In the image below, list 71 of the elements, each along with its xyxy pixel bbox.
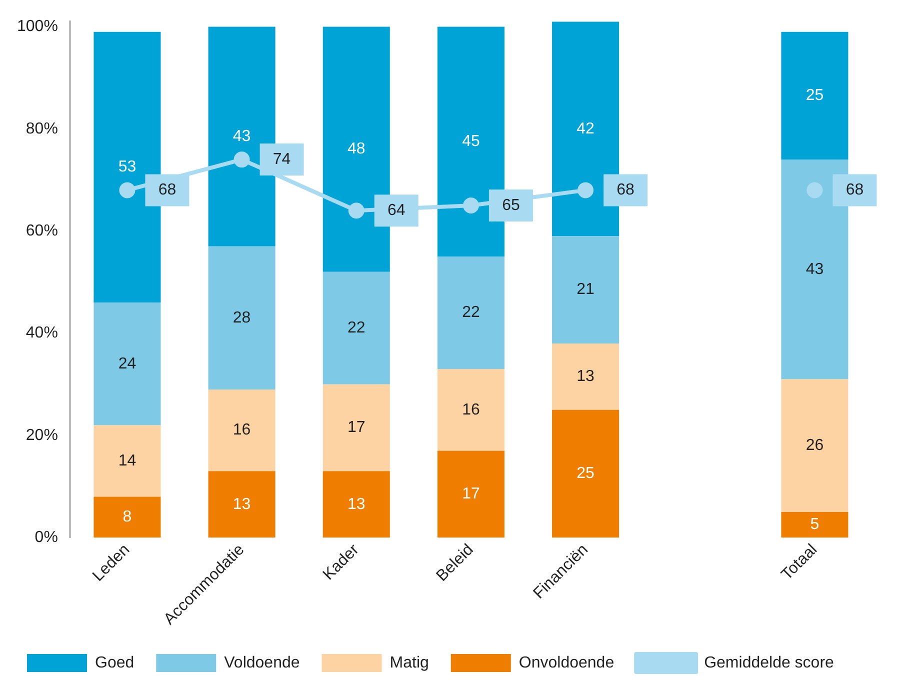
bar (437, 26, 504, 257)
bar (552, 410, 620, 538)
data-label: 13 (347, 496, 366, 513)
data-label: 25 (576, 465, 595, 482)
data-label: 42 (576, 120, 595, 138)
data-label: 13 (232, 496, 251, 513)
data-label: 48 (347, 140, 366, 158)
bar (322, 272, 390, 384)
data-label: 64 (387, 202, 406, 220)
data-label: 24 (118, 355, 136, 372)
data-label: 22 (347, 320, 366, 337)
bar (208, 26, 276, 246)
bar (437, 256, 504, 370)
y-tick-label: 20% (26, 426, 58, 444)
bar (208, 246, 276, 390)
point (234, 152, 250, 168)
data-label: 14 (118, 452, 136, 470)
data-label: 53 (118, 158, 136, 176)
data-label: 74 (272, 150, 291, 168)
data-label: 22 (462, 304, 480, 322)
bar (552, 343, 620, 410)
y-tick-label: 40% (26, 324, 58, 342)
point (462, 198, 479, 214)
bar (781, 32, 848, 160)
data-label: 13 (576, 368, 595, 386)
data-label: 68 (616, 182, 635, 199)
data-label: 43 (806, 260, 824, 278)
bar (94, 302, 161, 426)
data-label: 17 (347, 419, 366, 436)
data-label: 17 (462, 486, 480, 503)
data-label: 68 (846, 182, 864, 199)
bar (322, 471, 390, 538)
data-label: 43 (232, 128, 251, 145)
data-label: 16 (232, 422, 251, 439)
bar (781, 160, 848, 380)
y-tick-label: 60% (26, 222, 58, 240)
bar (781, 512, 848, 538)
point (806, 182, 823, 198)
data-label: 21 (576, 281, 595, 298)
data-label: 8 (122, 508, 132, 526)
data-label: 68 (158, 182, 176, 199)
point (119, 182, 136, 198)
data-label: 28 (232, 309, 251, 326)
point (578, 182, 594, 198)
data-label: 45 (462, 133, 480, 150)
data-label: 5 (810, 516, 820, 534)
legend-label: Voldoende (224, 654, 300, 672)
bar (322, 384, 390, 472)
bar (208, 389, 276, 472)
legend-label: Onvoldoende (518, 654, 614, 672)
legend-label: Matig (390, 654, 429, 672)
bar (552, 236, 620, 344)
bar (94, 32, 161, 303)
bar (552, 22, 620, 236)
data-label: 25 (806, 87, 824, 104)
bar (322, 26, 390, 272)
bar (208, 471, 276, 538)
bar (437, 369, 504, 451)
bar (94, 425, 161, 497)
point (348, 202, 364, 219)
data-label: 16 (462, 401, 480, 418)
data-label: 26 (806, 437, 824, 454)
y-tick-label: 100% (17, 18, 58, 36)
data-label: 65 (502, 196, 520, 214)
bar (94, 496, 161, 538)
legend-label: Gemiddelde score (704, 654, 834, 672)
legend-label: Goed (95, 654, 134, 672)
bar (781, 379, 848, 512)
y-tick-label: 80% (26, 120, 58, 138)
y-tick-label: 0% (34, 529, 58, 546)
bar (437, 450, 504, 538)
